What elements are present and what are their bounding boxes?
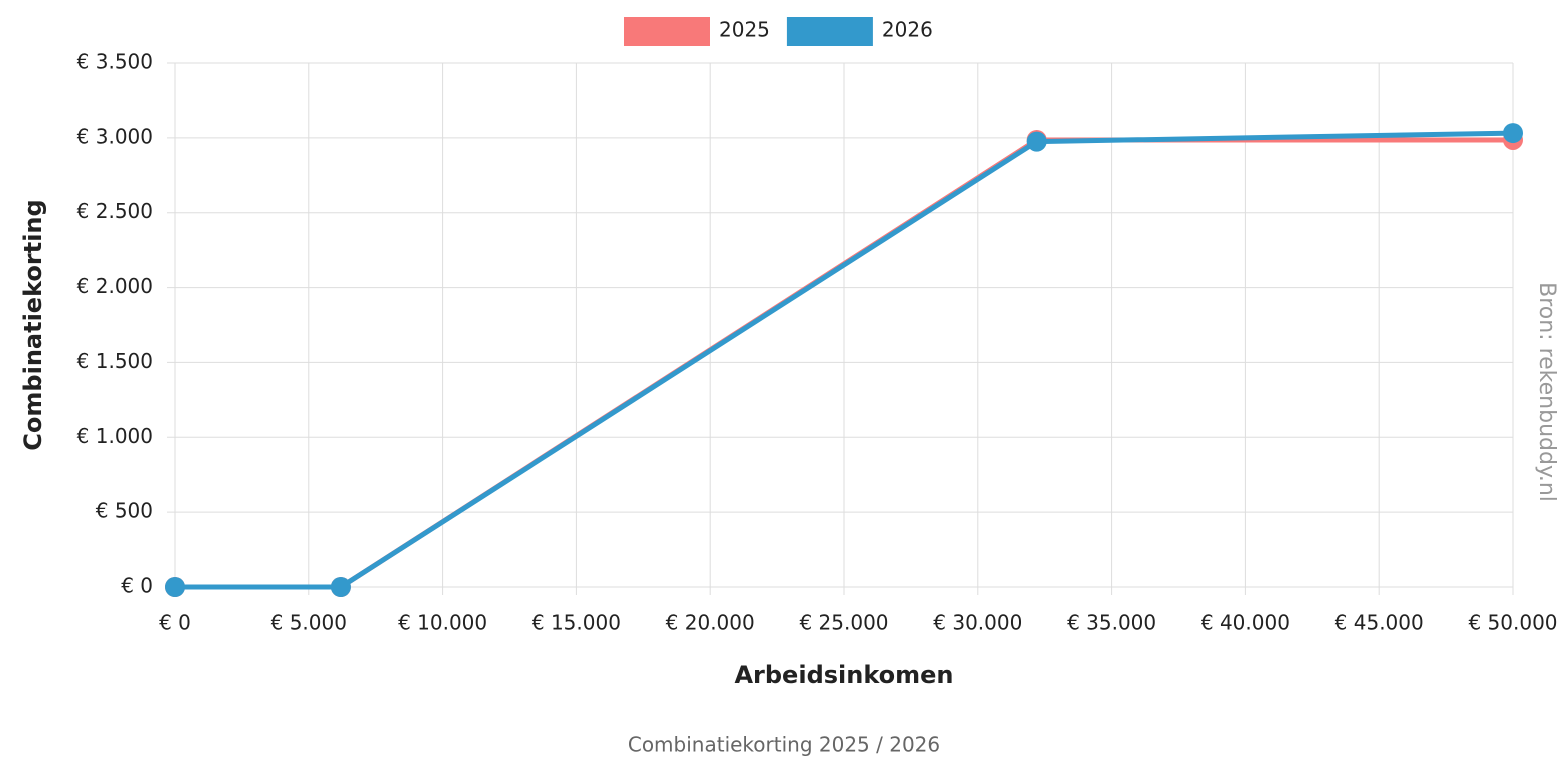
x-tick-label: € 20.000	[666, 611, 755, 635]
y-tick-label: € 2.000	[77, 274, 153, 298]
x-tick-label: € 5.000	[271, 611, 347, 635]
x-tick-label: € 0	[159, 611, 191, 635]
y-tick-label: € 1.000	[77, 424, 153, 448]
x-tick-label: € 10.000	[398, 611, 487, 635]
x-tick-label: € 40.000	[1201, 611, 1290, 635]
y-tick-label: € 2.500	[77, 199, 153, 223]
legend-label: 2025	[719, 18, 770, 42]
x-axis-label: Arbeidsinkomen	[734, 661, 953, 689]
legend-swatch	[624, 17, 710, 46]
x-tick-label: € 15.000	[532, 611, 621, 635]
y-tick-label: € 1.500	[77, 349, 153, 373]
y-tick-label: € 0	[121, 574, 153, 598]
y-tick-label: € 500	[96, 499, 153, 523]
x-tick-label: € 45.000	[1335, 611, 1424, 635]
point	[1026, 131, 1047, 152]
y-tick-label: € 3.500	[77, 50, 153, 74]
y-tick-label: € 3.000	[77, 124, 153, 148]
x-tick-label: € 25.000	[799, 611, 888, 635]
chart-title: Combinatiekorting 2025 / 2026	[628, 733, 940, 757]
point	[330, 577, 351, 597]
x-tick-label: € 30.000	[933, 611, 1022, 635]
point	[1503, 123, 1523, 144]
legend-swatch	[786, 17, 873, 46]
legend-label: 2026	[882, 18, 933, 42]
line	[175, 130, 1514, 590]
point	[165, 577, 185, 597]
x-tick-label: € 50.000	[1468, 611, 1557, 635]
y-axis-label: Combinatiekorting	[19, 199, 47, 450]
source: Bron: rekenbuddy.nl	[1534, 282, 1559, 502]
x-tick-label: € 35.000	[1067, 611, 1156, 635]
